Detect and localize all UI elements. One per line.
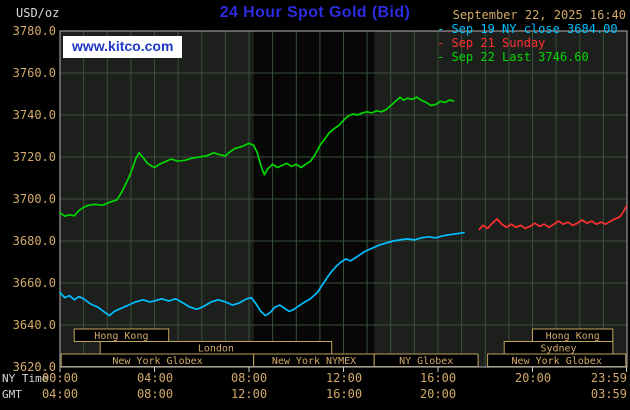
y-tick-label: 3720.0 bbox=[12, 150, 56, 164]
x-tick-label-gmt: 03:59 bbox=[590, 387, 627, 401]
x-tick-label-gmt: 12:00 bbox=[230, 387, 268, 401]
session-label: Hong Kong bbox=[94, 331, 148, 342]
session-box: New York Globex bbox=[60, 353, 255, 367]
kitco-watermark-link[interactable]: www.kitco.com bbox=[63, 36, 183, 58]
legend-item: - Sep 22 Last 3746.60 bbox=[437, 50, 589, 64]
session-box: Hong Kong bbox=[532, 328, 614, 342]
x-tick-label-ny: 23:59 bbox=[590, 371, 627, 385]
session-box: Sydney bbox=[503, 341, 614, 355]
session-label: London bbox=[198, 343, 234, 354]
x-tick-label-gmt: 04:00 bbox=[41, 387, 79, 401]
x-tick-label-gmt: 08:00 bbox=[136, 387, 174, 401]
legend-item: - Sep 21 Sunday bbox=[437, 36, 546, 50]
gmt-axis-label: GMT bbox=[2, 388, 22, 401]
x-tick-label-ny: 12:00 bbox=[325, 371, 363, 385]
session-box: NY Globex bbox=[373, 353, 479, 367]
session-label: Sydney bbox=[540, 343, 576, 354]
session-box: New York NYMEX bbox=[253, 353, 375, 367]
x-tick-label-ny: 20:00 bbox=[514, 371, 552, 385]
y-tick-label: 3680.0 bbox=[12, 234, 56, 248]
ny-time-axis-label: NY Time bbox=[2, 372, 49, 385]
legend-item: - Sep 19 NY close 3684.00 bbox=[437, 22, 618, 36]
session-label: Hong Kong bbox=[546, 331, 600, 342]
x-tick-label-ny: 04:00 bbox=[136, 371, 174, 385]
x-tick-label-ny: 00:00 bbox=[41, 371, 79, 385]
y-tick-label: 3740.0 bbox=[12, 108, 56, 122]
session-label: New York Globex bbox=[112, 356, 202, 367]
y-tick-label: 3620.0 bbox=[12, 360, 56, 374]
series-sep21-sunday bbox=[478, 205, 628, 231]
session-label: NY Globex bbox=[399, 356, 453, 367]
x-tick-label-ny: 16:00 bbox=[419, 371, 457, 385]
session-label: New York NYMEX bbox=[272, 356, 356, 367]
session-label: New York Globex bbox=[512, 356, 602, 367]
y-tick-label: 3760.0 bbox=[12, 66, 56, 80]
x-tick-label-ny: 08:00 bbox=[230, 371, 268, 385]
y-tick-label: 3700.0 bbox=[12, 192, 56, 206]
y-axis-unit-label: USD/oz bbox=[16, 6, 60, 20]
y-tick-label: 3660.0 bbox=[12, 276, 56, 290]
session-box: London bbox=[99, 341, 333, 355]
session-box: New York Globex bbox=[487, 353, 627, 367]
y-tick-label: 3640.0 bbox=[12, 318, 56, 332]
datetime-label: September 22, 2025 16:40 bbox=[452, 8, 626, 22]
series-sep22-last bbox=[59, 96, 455, 218]
session-box: Hong Kong bbox=[73, 328, 170, 342]
series-sep19-ny-close bbox=[59, 231, 465, 317]
y-tick-label: 3780.0 bbox=[12, 24, 56, 38]
page-title: 24 Hour Spot Gold (Bid) bbox=[219, 4, 411, 21]
x-tick-label-gmt: 20:00 bbox=[419, 387, 457, 401]
x-tick-label-gmt: 16:00 bbox=[325, 387, 363, 401]
legend: - Sep 19 NY close 3684.00- Sep 21 Sunday… bbox=[437, 22, 618, 64]
